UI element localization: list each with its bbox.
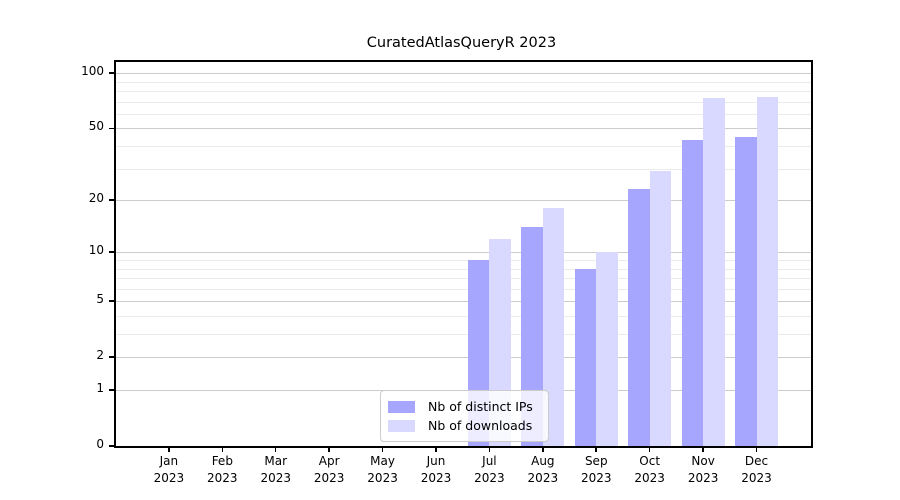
gridline-major <box>116 128 811 130</box>
y-tick-label: 1 <box>96 381 104 395</box>
x-tick-mark <box>328 448 330 452</box>
x-tick-label: Mar 2023 <box>260 454 291 485</box>
x-tick-label: Jun 2023 <box>420 454 452 485</box>
x-tick-label: Aug 2023 <box>527 454 559 485</box>
x-tick-label: Sep 2023 <box>580 454 612 485</box>
gridline-minor <box>116 81 811 83</box>
x-tick-mark <box>221 448 224 452</box>
y-tick-label: 100 <box>81 64 104 79</box>
x-tick-mark <box>702 448 704 452</box>
gridline-minor <box>116 259 811 261</box>
y-tick-mark <box>109 199 114 201</box>
legend-label-distinct-ips: Nb of distinct IPs <box>428 399 533 414</box>
gridline-minor <box>116 288 811 290</box>
x-tick-label: Jul 2023 <box>474 454 505 485</box>
bar-downloads <box>756 97 779 446</box>
legend-swatch-distinct-ips-icon <box>388 400 415 413</box>
gridline-minor <box>116 315 811 317</box>
x-tick-mark <box>542 448 544 452</box>
x-tick-mark <box>648 448 651 452</box>
x-tick-label: Feb 2023 <box>207 454 238 485</box>
y-tick-mark <box>109 356 114 358</box>
y-tick-label: 2 <box>96 348 104 363</box>
gridline-minor <box>116 168 811 170</box>
legend-item-downloads: Nb of downloads <box>388 416 540 435</box>
gridline-major <box>116 252 811 254</box>
gridline-major <box>116 357 811 359</box>
bar-distinct-ips <box>681 140 704 446</box>
y-tick-mark <box>109 127 114 130</box>
x-tick-mark <box>488 448 491 452</box>
y-tick-mark <box>109 72 114 74</box>
x-tick-label: Apr 2023 <box>313 454 345 485</box>
x-tick-mark <box>381 448 384 452</box>
legend-item-distinct-ips: Nb of distinct IPs <box>388 397 540 416</box>
plot-area: Nb of distinct IPs Nb of downloads <box>114 60 813 448</box>
y-tick-mark <box>109 389 114 391</box>
gridline-minor <box>116 268 811 270</box>
gridline-minor <box>116 278 811 280</box>
gridline-minor <box>116 334 811 335</box>
y-tick-mark <box>109 300 114 302</box>
gridline-major <box>116 73 811 75</box>
gridline-minor <box>116 146 811 147</box>
x-tick-mark <box>595 448 597 452</box>
x-tick-mark <box>168 448 170 452</box>
x-tick-label: Jan 2023 <box>153 454 185 485</box>
x-tick-label: Nov 2023 <box>687 454 719 485</box>
gridline-minor <box>116 91 811 92</box>
legend-swatch-downloads-icon <box>388 419 415 432</box>
bar-downloads <box>703 98 725 446</box>
x-tick-label: Dec 2023 <box>741 454 772 485</box>
gridline-minor <box>116 113 811 115</box>
bar-downloads <box>596 252 618 446</box>
x-tick-label: May 2023 <box>367 454 398 485</box>
legend-label-downloads: Nb of downloads <box>428 418 533 433</box>
chart-title: CuratedAtlasQueryR 2023 <box>366 35 557 51</box>
bar-downloads <box>542 208 565 446</box>
bar-downloads <box>649 171 672 446</box>
y-tick-label: 20 <box>88 191 104 206</box>
x-tick-mark <box>755 448 758 452</box>
gridline-major <box>116 301 811 303</box>
y-tick-label: 10 <box>88 243 104 258</box>
y-tick-label: 5 <box>96 292 104 307</box>
y-tick-mark <box>109 445 114 447</box>
bar-distinct-ips <box>628 189 650 446</box>
y-tick-mark <box>109 251 114 253</box>
gridline-minor <box>116 101 811 103</box>
y-tick-label: 50 <box>88 119 104 134</box>
x-tick-mark <box>435 448 437 452</box>
bar-distinct-ips <box>574 268 597 446</box>
y-tick-label: 0 <box>96 437 104 451</box>
x-tick-label: Oct 2023 <box>634 454 665 485</box>
x-tick-mark <box>274 448 277 452</box>
bar-distinct-ips <box>735 136 757 446</box>
gridline-major <box>116 200 811 202</box>
legend: Nb of distinct IPs Nb of downloads <box>380 390 549 442</box>
